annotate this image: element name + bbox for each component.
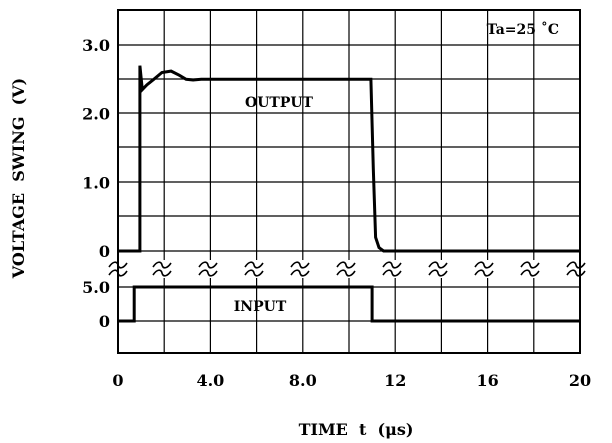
break-mark [566,261,586,269]
break-mark [428,261,448,269]
tick-labels: 0 4.0 8.0 12 16 20 0 1.0 2.0 3.0 0 5.0 [82,36,591,390]
break-mark [290,261,310,269]
grid [118,10,580,353]
break-mark [428,269,448,277]
x-tick-label: 20 [569,371,591,390]
x-tick-label: 0 [112,371,123,390]
break-mark [520,261,540,269]
break-mark [474,269,494,277]
break-mark [198,269,218,277]
break-mark [566,269,586,277]
break-mark [382,261,402,269]
break-gap [110,260,590,278]
series-output-line [118,65,580,253]
y-tick-label-output: 1.0 [82,173,110,192]
break-mark [336,261,356,269]
y-tick-label-input: 5.0 [82,278,110,297]
break-mark [152,269,172,277]
break-mark [152,261,172,269]
series-label-input: INPUT [234,299,287,315]
break-mark [336,269,356,277]
break-mark [290,269,310,277]
break-mark [520,269,540,277]
y-tick-label-input: 0 [99,312,110,331]
plot-frame [117,9,581,354]
annotation-temperature: Ta=25 ˚C [487,21,559,38]
break-mark [244,269,264,277]
break-mark [198,261,218,269]
x-tick-label: 4.0 [196,371,224,390]
break-mark [244,261,264,269]
x-axis-title: TIME t (μs) [299,420,414,439]
axis-break-marks [108,260,590,278]
series-label-output: OUTPUT [245,95,314,111]
x-tick-label: 16 [476,371,498,390]
y-axis-title: VOLTAGE SWING (V) [9,78,28,279]
break-mark [474,261,494,269]
y-tick-label-output: 0 [99,242,110,261]
series-input-line [118,285,580,323]
x-tick-label: 8.0 [289,371,317,390]
break-mark [382,269,402,277]
y-tick-label-output: 2.0 [82,105,110,124]
x-tick-label: 12 [384,371,406,390]
series-layer [118,65,580,323]
y-tick-label-output: 3.0 [82,36,110,55]
